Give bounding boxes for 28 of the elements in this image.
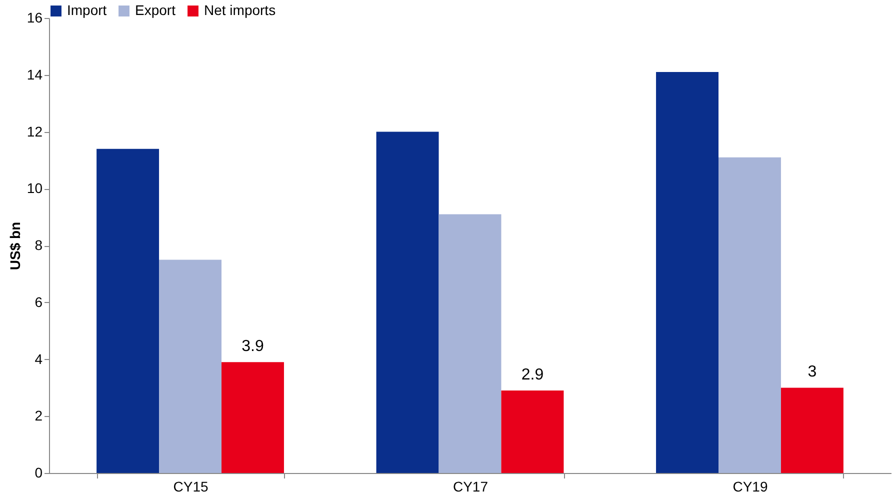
x-tick-label: CY17: [452, 478, 488, 494]
bar: [222, 362, 284, 473]
y-tick-label: 8: [34, 237, 43, 253]
y-axis-title: US$ bn: [6, 222, 23, 270]
x-tick-label: CY19: [732, 478, 768, 494]
bar: [438, 214, 502, 473]
y-tick-label: 2: [34, 408, 43, 424]
legend-label: Import: [67, 2, 107, 18]
bar: [718, 157, 781, 473]
bar: [780, 388, 844, 473]
bar: [501, 390, 564, 473]
data-label: 3.9: [242, 338, 264, 356]
bar: [159, 260, 222, 473]
legend-label: Export: [135, 2, 176, 18]
bar: [96, 148, 160, 473]
y-tick-label: 16: [26, 10, 43, 26]
bar: [656, 72, 718, 473]
x-tick-label: CY15: [173, 478, 208, 494]
data-label: 3: [808, 364, 817, 381]
y-tick-label: 10: [26, 180, 43, 196]
y-tick-label: 0: [34, 464, 43, 480]
legend-label: Net imports: [204, 2, 276, 18]
y-tick-label: 12: [26, 123, 43, 140]
y-tick-label: 4: [34, 350, 43, 367]
data-label: 2.9: [521, 366, 544, 384]
y-tick-label: 14: [26, 66, 43, 82]
y-tick-label: 6: [34, 294, 43, 310]
bar: [376, 132, 439, 473]
